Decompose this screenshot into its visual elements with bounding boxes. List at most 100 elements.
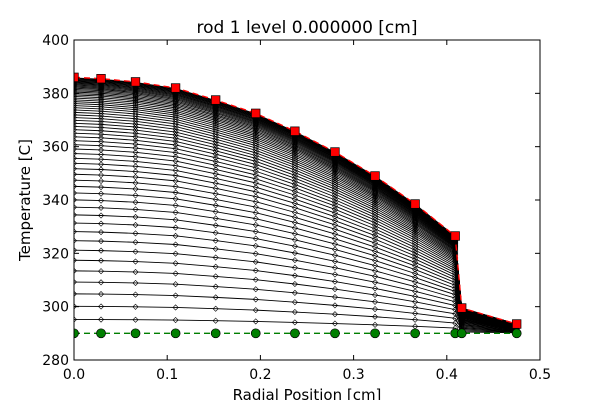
y-tick-label: 360 xyxy=(42,140,69,156)
transient-marker xyxy=(74,228,78,235)
transient-marker xyxy=(372,236,379,243)
transient-marker xyxy=(74,120,78,127)
chart-title: rod 1 level 0.000000 [cm] xyxy=(197,18,418,38)
initial-series-point xyxy=(210,328,221,339)
transient-marker xyxy=(74,160,78,167)
initial-series-point xyxy=(250,328,261,339)
transient-marker xyxy=(74,141,78,148)
transient-marker xyxy=(132,230,139,237)
transient-marker xyxy=(172,209,179,216)
transient-marker xyxy=(252,258,259,265)
transient-marker xyxy=(172,281,179,288)
transient-marker xyxy=(252,296,259,303)
transient-marker xyxy=(412,298,419,305)
transient-marker xyxy=(212,151,219,158)
transient-marker xyxy=(132,115,139,122)
transient-marker xyxy=(412,256,419,263)
transient-marker xyxy=(212,133,219,140)
transient-marker xyxy=(98,108,105,115)
transient-marker xyxy=(212,254,219,261)
transient-marker xyxy=(172,157,179,165)
transient-marker xyxy=(291,214,298,221)
transient-marker xyxy=(98,131,105,138)
transient-marker xyxy=(132,303,139,310)
final-series-point xyxy=(410,199,420,209)
transient-marker xyxy=(132,118,139,125)
transient-marker xyxy=(252,204,259,211)
transient-marker xyxy=(372,273,379,280)
transient-marker xyxy=(212,185,219,192)
transient-marker xyxy=(132,158,139,165)
transient-marker xyxy=(132,248,139,255)
transient-marker xyxy=(252,168,259,175)
transient-marker xyxy=(252,250,259,257)
transient-marker xyxy=(252,175,259,182)
transient-marker xyxy=(98,124,105,131)
transient-marker xyxy=(291,162,298,169)
transient-marker xyxy=(291,280,298,288)
transient-marker xyxy=(132,121,139,128)
transient-marker xyxy=(74,114,78,121)
transient-marker xyxy=(331,246,338,253)
y-tick-label: 320 xyxy=(42,246,69,262)
transient-marker xyxy=(212,141,219,148)
transient-marker xyxy=(331,240,338,247)
transient-marker xyxy=(98,110,105,117)
transient-marker xyxy=(331,186,338,193)
transient-marker xyxy=(212,208,219,215)
transient-marker xyxy=(132,291,139,298)
transient-marker xyxy=(74,123,78,130)
transient-marker xyxy=(98,204,105,211)
transient-marker xyxy=(132,130,139,137)
transient-marker xyxy=(74,196,78,203)
transient-marker xyxy=(372,262,379,269)
transient-marker xyxy=(172,317,179,324)
transient-marker xyxy=(331,209,338,216)
transient-marker xyxy=(172,195,179,202)
x-tick-label: 0.2 xyxy=(249,367,271,383)
initial-series-point xyxy=(370,328,380,339)
transient-marker xyxy=(172,304,179,311)
transient-marker xyxy=(331,302,338,309)
axes: 0.0 0.1 0.2 0.3 0.4 0.5 280 300 320 340 360 380 400 xyxy=(42,33,551,383)
transient-marker xyxy=(172,145,179,152)
transient-marker xyxy=(98,118,105,125)
transient-marker xyxy=(212,229,219,236)
transient-marker xyxy=(291,192,298,199)
transient-marker xyxy=(172,123,179,130)
transient-marker xyxy=(291,289,298,296)
transient-marker xyxy=(132,133,139,140)
transient-marker xyxy=(291,209,298,216)
transient-marker xyxy=(252,286,259,293)
final-series-point xyxy=(74,72,79,82)
transient-marker xyxy=(252,209,259,216)
transient-marker xyxy=(98,156,105,163)
transient-marker xyxy=(331,293,338,301)
transient-marker xyxy=(98,229,105,236)
transient-marker xyxy=(291,175,298,182)
transient-marker xyxy=(132,199,139,206)
final-series-point xyxy=(211,95,221,105)
transient-marker xyxy=(172,167,179,174)
transient-marker xyxy=(212,180,219,187)
transient-marker xyxy=(212,317,219,324)
transient-marker xyxy=(74,171,78,178)
transient-marker xyxy=(132,185,139,192)
initial-series-point xyxy=(170,328,181,339)
transient-marker xyxy=(212,136,219,143)
transient-marker xyxy=(331,199,338,206)
transient-marker xyxy=(291,142,298,149)
transient-marker xyxy=(291,219,298,226)
transient-line xyxy=(74,84,517,325)
transient-line xyxy=(74,281,517,332)
initial-series-point xyxy=(130,328,141,339)
transient-marker xyxy=(372,219,379,226)
transient-marker xyxy=(212,237,219,244)
transient-marker xyxy=(372,229,379,236)
transient-marker xyxy=(252,188,259,195)
transient-marker xyxy=(98,112,105,120)
transient-marker xyxy=(331,252,338,259)
transient-marker xyxy=(252,142,259,149)
transient-marker xyxy=(74,145,78,153)
transient-marker xyxy=(331,235,338,242)
